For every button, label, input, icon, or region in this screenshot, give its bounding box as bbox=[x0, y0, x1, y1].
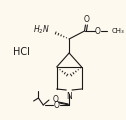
Text: O: O bbox=[95, 27, 101, 36]
Text: $H_2N$: $H_2N$ bbox=[33, 24, 50, 36]
Text: HCl: HCl bbox=[13, 47, 30, 57]
Text: O: O bbox=[53, 95, 59, 103]
Text: O: O bbox=[54, 101, 60, 109]
Text: CH₃: CH₃ bbox=[111, 28, 124, 34]
Text: O: O bbox=[84, 15, 89, 24]
Text: N: N bbox=[66, 92, 72, 101]
